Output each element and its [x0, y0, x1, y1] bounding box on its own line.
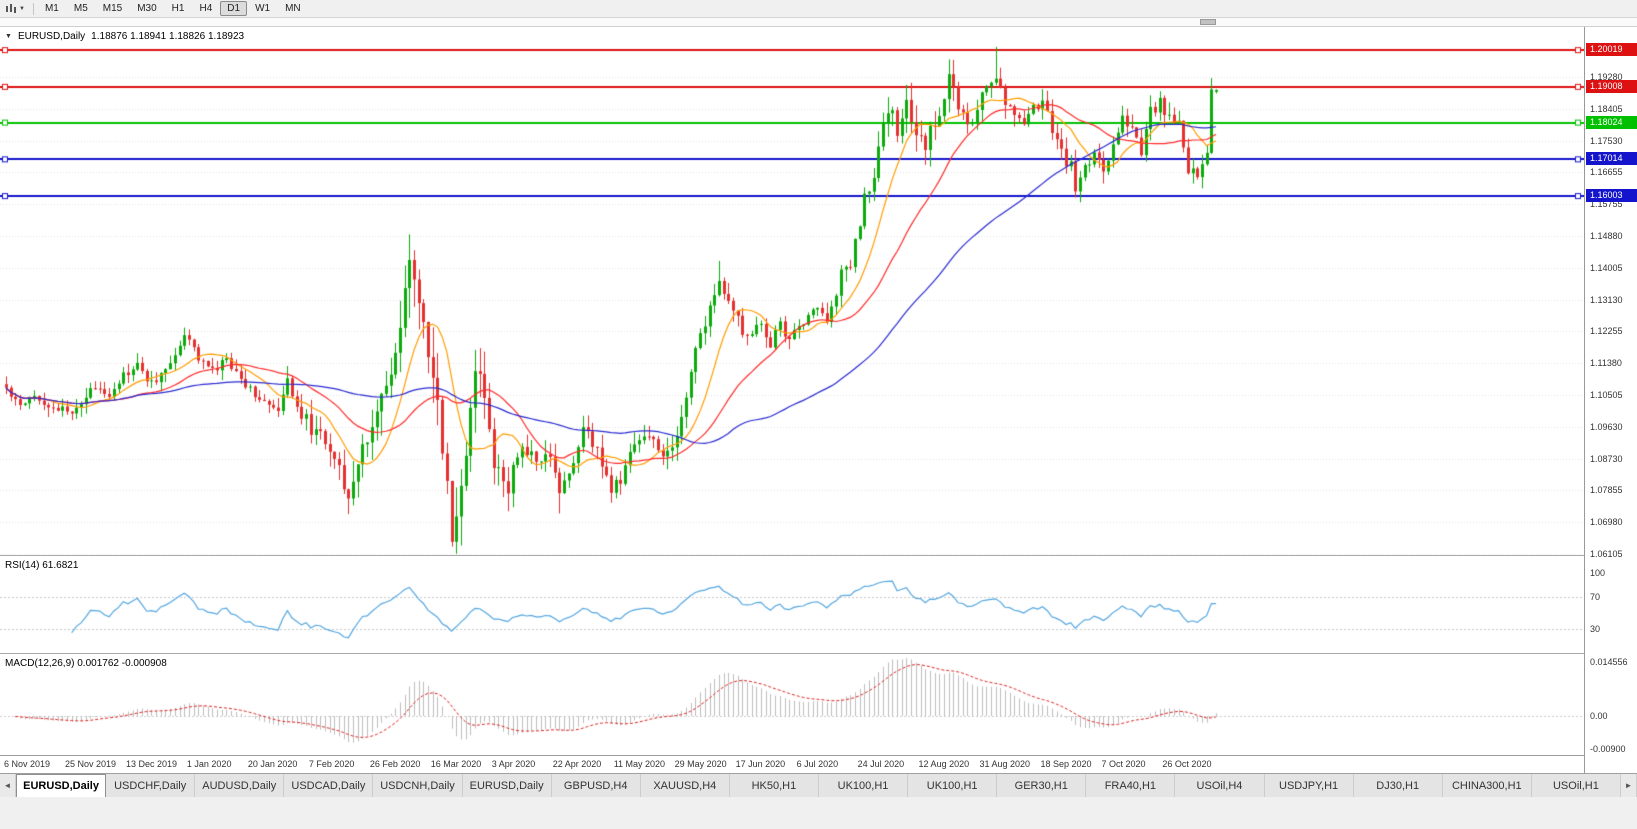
price-axis-label: 1.18405: [1590, 103, 1623, 114]
chart-tab-eurusd-daily[interactable]: EURUSD,Daily: [462, 774, 552, 797]
price-axis: 1.19280 1.18405 1.17530 1.16655 1.15755 1.148…: [1584, 27, 1637, 773]
rsi-axis-label: 100: [1590, 568, 1606, 578]
date-axis-label: 6 Jul 2020: [796, 759, 839, 769]
timeframe-button-group: M1 M5 M15 M30 H1 H4 D1 W1 MN: [38, 1, 308, 16]
hline-price-badge: 1.19008: [1586, 79, 1637, 93]
chart-tab-usoil-h4[interactable]: USOil,H4: [1175, 774, 1265, 797]
chart-type-dropdown-caret[interactable]: ▼: [19, 5, 25, 12]
date-axis-label: 20 Jan 2020: [247, 759, 298, 769]
tabs-scroll-left-button[interactable]: ◄: [0, 774, 16, 797]
price-axis-label: 1.19280: [1590, 72, 1623, 82]
status-filler: [0, 797, 1637, 829]
macd-axis-label: 0.014556: [1590, 657, 1628, 668]
panel-divider[interactable]: [0, 555, 1637, 557]
timeframe-button-mn[interactable]: MN: [285, 3, 301, 14]
timeframe-button-m15[interactable]: M15: [102, 3, 123, 14]
timeframe-button-m1[interactable]: M1: [44, 3, 59, 14]
hline-price-badge: 1.18024: [1586, 115, 1637, 129]
chart-tab-xauusd-h4[interactable]: XAUUSD,H4: [640, 774, 730, 797]
price-chart-canvas[interactable]: [0, 27, 1584, 755]
time-axis: 6 Nov 2019 25 Nov 2019 13 Dec 2019 1 Jan 20…: [0, 755, 1584, 773]
date-axis-label: 31 Aug 2020: [979, 759, 1031, 769]
date-axis-label: 1 Jan 2020: [186, 759, 232, 769]
chart-tab-hk50-h1[interactable]: HK50,H1: [729, 774, 819, 797]
hline-price-badge: 1.20019: [1586, 43, 1637, 57]
date-axis-label: 7 Feb 2020: [308, 759, 355, 769]
chart-ohlc-values: 1.18876 1.18941 1.18826 1.18923: [91, 31, 245, 42]
price-axis-label: 1.12255: [1590, 326, 1623, 337]
chart-tabs: EURUSD,Daily USDCHF,Daily AUDUSD,Daily USDC…: [16, 774, 1621, 797]
date-axis-label: 26 Feb 2020: [369, 759, 421, 769]
date-axis-label: 17 Jun 2020: [735, 759, 786, 769]
chart-type-icon[interactable]: [3, 2, 19, 16]
price-axis-label: 1.13130: [1590, 294, 1623, 305]
price-axis-label: 1.15755: [1590, 199, 1623, 210]
chart-horizontal-scrollbar[interactable]: [0, 18, 1637, 27]
chart-tab-gbpusd-h4[interactable]: GBPUSD,H4: [551, 774, 641, 797]
date-axis-label: 12 Aug 2020: [918, 759, 970, 769]
date-axis-label: 24 Jul 2020: [857, 759, 905, 769]
date-axis-label: 18 Sep 2020: [1040, 759, 1092, 769]
date-axis-label: 26 Oct 2020: [1162, 759, 1212, 769]
macd-axis-label: 0.00: [1590, 711, 1608, 721]
tabs-scroll-right-button[interactable]: ►: [1621, 774, 1637, 797]
date-axis-label: 25 Nov 2019: [64, 759, 117, 769]
chart-area: ▼ EURUSD,Daily 1.18876 1.18941 1.18826 1…: [0, 27, 1637, 773]
date-axis-label: 13 Dec 2019: [125, 759, 177, 769]
price-axis-label: 1.11380: [1590, 358, 1622, 369]
chart-tab-eurusd-daily[interactable]: EURUSD,Daily: [16, 774, 107, 797]
timeframe-button-m5[interactable]: M5: [73, 3, 88, 14]
macd-indicator-label: MACD(12,26,9) 0.001762 -0.000908: [5, 658, 167, 669]
date-axis-label: 11 May 2020: [613, 759, 666, 769]
timeframe-button-h4[interactable]: H4: [199, 3, 213, 14]
price-axis-label: 1.06980: [1590, 517, 1623, 528]
date-axis-label: 16 Mar 2020: [430, 759, 482, 769]
rsi-axis-label: 30: [1590, 624, 1601, 634]
date-axis-label: 22 Apr 2020: [552, 759, 602, 769]
window-tab-bar: ◄ EURUSD,Daily USDCHF,Daily AUDUSD,Daily US…: [0, 773, 1637, 797]
chart-tab-usdcad-daily[interactable]: USDCAD,Daily: [284, 774, 374, 797]
timeframe-toolbar: ▼ M1 M5 M15 M30 H1 H4 D1 W1 MN: [0, 0, 1637, 18]
hline-price-badge: 1.17014: [1586, 152, 1637, 166]
scrollbar-thumb[interactable]: [1200, 19, 1216, 25]
hline-price-badge: 1.16003: [1586, 189, 1637, 203]
timeframe-button-m30[interactable]: M30: [137, 3, 157, 14]
rsi-axis-label: 70: [1590, 592, 1601, 602]
timeframe-button-d1[interactable]: D1: [220, 1, 248, 16]
chart-tab-china300-h1[interactable]: CHINA300,H1: [1442, 774, 1532, 797]
date-axis-label: 7 Oct 2020: [1101, 759, 1146, 769]
date-axis-label: 3 Apr 2020: [491, 759, 536, 769]
price-axis-label: 1.14880: [1590, 231, 1623, 241]
chart-tab-usdjpy-h1[interactable]: USDJPY,H1: [1264, 774, 1354, 797]
chart-symbol-label: EURUSD,Daily: [17, 31, 86, 42]
toolbar-separator: [32, 2, 34, 15]
price-axis-label: 1.09630: [1590, 421, 1623, 432]
chart-tab-fra40-h1[interactable]: FRA40,H1: [1086, 774, 1176, 797]
date-axis-label: 6 Nov 2019: [4, 759, 51, 769]
chart-tab-uk100-h1[interactable]: UK100,H1: [908, 774, 998, 797]
price-axis-label: 1.16655: [1590, 167, 1623, 178]
collapse-chart-icon[interactable]: ▼: [5, 33, 12, 40]
chart-tab-usoil-h1[interactable]: USOil,H1: [1531, 774, 1621, 797]
panel-divider[interactable]: [0, 653, 1637, 655]
price-axis-label: 1.10505: [1590, 390, 1623, 400]
date-axis-label: 29 May 2020: [674, 759, 727, 769]
chart-tab-dj30-h1[interactable]: DJ30,H1: [1353, 774, 1443, 797]
timeframe-button-h1[interactable]: H1: [171, 3, 185, 14]
chart-tab-usdcnh-daily[interactable]: USDCNH,Daily: [373, 774, 463, 797]
chart-tab-ger30-h1[interactable]: GER30,H1: [997, 774, 1087, 797]
price-axis-label: 1.07855: [1590, 485, 1623, 496]
rsi-indicator-label: RSI(14) 61.6821: [5, 560, 79, 571]
price-axis-label: 1.08730: [1590, 453, 1623, 464]
chart-tab-audusd-daily[interactable]: AUDUSD,Daily: [195, 774, 285, 797]
chart-tab-uk100-h1[interactable]: UK100,H1: [818, 774, 909, 797]
timeframe-button-w1[interactable]: W1: [255, 3, 271, 14]
price-axis-label: 1.17530: [1590, 135, 1623, 146]
chart-ohlc-header: ▼ EURUSD,Daily 1.18876 1.18941 1.18826 1…: [5, 31, 244, 42]
price-axis-label: 1.14005: [1590, 262, 1623, 273]
macd-axis-label: -0.00900: [1590, 744, 1626, 755]
chart-tab-usdchf-daily[interactable]: USDCHF,Daily: [106, 774, 196, 797]
price-axis-label: 1.06105: [1590, 549, 1623, 559]
